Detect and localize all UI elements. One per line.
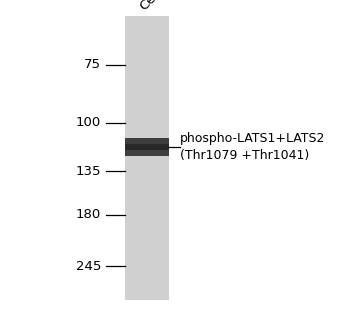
Text: (Thr1079 +Thr1041): (Thr1079 +Thr1041) xyxy=(180,149,310,162)
Text: 135: 135 xyxy=(75,165,101,178)
Text: 75: 75 xyxy=(84,58,101,71)
Bar xyxy=(125,138,168,156)
Text: 100: 100 xyxy=(76,116,101,129)
Text: Cerebrum: Cerebrum xyxy=(137,0,193,13)
Text: 245: 245 xyxy=(76,260,101,273)
Bar xyxy=(125,144,168,150)
Text: 180: 180 xyxy=(76,208,101,221)
Bar xyxy=(125,16,168,300)
Text: phospho-LATS1+LATS2: phospho-LATS1+LATS2 xyxy=(180,131,326,145)
